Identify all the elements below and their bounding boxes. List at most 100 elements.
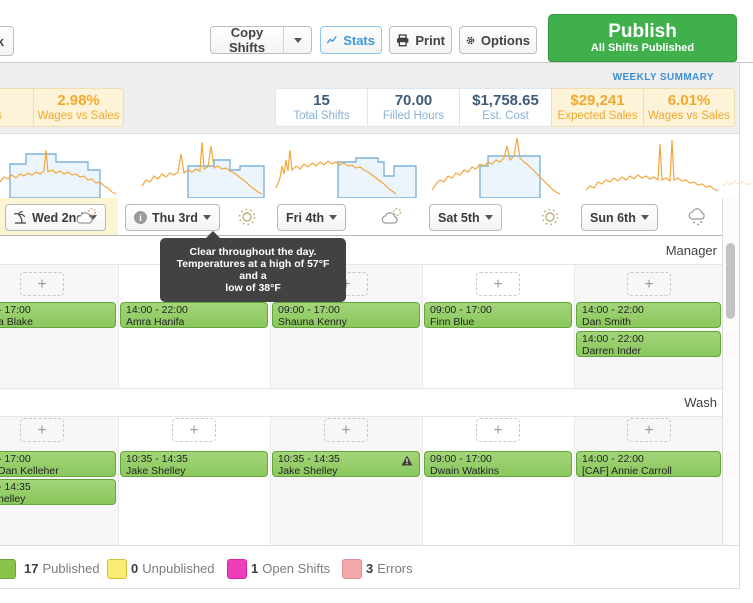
shift-block[interactable]: 14:00 - 22:00 Dan Smith (576, 302, 721, 328)
summary-box-wages-vs-sales: 6.01% Wages vs Sales (643, 88, 735, 127)
day-header-wed: Wed 2nd (0, 198, 119, 236)
sparkline-fri (275, 149, 417, 198)
weather-rainy-icon[interactable] (687, 206, 711, 232)
chevron-down-icon (88, 215, 97, 220)
shift-block[interactable]: 10:35 - 14:35 Jake Shelley (120, 451, 268, 477)
legend-label: Unpublished (142, 561, 215, 576)
summary-label: Expected Sales (557, 110, 638, 122)
shift-time: 14:00 - 22:00 (582, 453, 644, 465)
shift-block[interactable]: 14:00 - 22:00 [CAF] Annie Carroll (576, 451, 721, 477)
day-header-fri: Fri 4th (270, 198, 423, 236)
shift-name: Dan Smith (582, 316, 632, 328)
shift-block[interactable]: - 14:35 helley (0, 479, 116, 505)
stats-chart-icon (327, 36, 337, 44)
toolbar: k Copy Shifts Stats Print (0, 0, 753, 63)
weekly-summary-heading: WEEKLY SUMMARY (612, 72, 714, 83)
group-label: Manager (665, 242, 717, 258)
summary-label: Wages vs Sales (37, 110, 120, 122)
summary-value: 6.01% (667, 92, 711, 109)
shift-time: - 17:00 (0, 453, 31, 465)
group-label: Wash (684, 395, 717, 410)
copy-shifts-label: Copy Shifts (228, 25, 266, 55)
legend-item-errors: 3 Errors (366, 561, 413, 576)
vertical-scrollbar-thumb[interactable] (726, 243, 735, 319)
shift-block[interactable]: 09:00 - 17:00 Dwain Watkins (424, 451, 572, 477)
open-shifts-swatch (227, 559, 247, 579)
summary-box-partial: 0 Sales (0, 88, 34, 127)
weather-partly-cloudy-icon[interactable] (379, 206, 405, 231)
copy-shifts-dropdown-button[interactable] (283, 26, 312, 54)
weather-sunny-icon[interactable] (539, 206, 561, 233)
tooltip-line: low of 38°F (225, 282, 281, 294)
shift-name: Jake Shelley (126, 465, 186, 477)
publish-subtitle: All Shifts Published (590, 42, 695, 54)
holiday-palm-icon (14, 211, 26, 224)
warning-icon (401, 455, 413, 466)
shift-block[interactable]: 09:00 - 17:00 Finn Blue (424, 302, 572, 328)
back-button[interactable]: k (0, 26, 14, 56)
weather-tooltip: Clear throughout the day. Temperatures a… (160, 231, 346, 302)
shift-block[interactable]: - 17:00 a Blake (0, 302, 116, 328)
legend-count: 0 (131, 561, 139, 576)
shift-block[interactable]: 10:35 - 14:35 Jake Shelley (272, 451, 420, 477)
weather-sunny-icon[interactable] (236, 206, 258, 233)
shift-time: - 17:00 (0, 304, 31, 316)
add-shift-button[interactable]: + (324, 418, 368, 442)
shift-block[interactable]: - 17:00 Dan Kelleher (0, 451, 116, 477)
add-shift-button[interactable]: + (172, 418, 216, 442)
tooltip-line: Clear throughout the day. (189, 246, 317, 258)
summary-box-expected-sales: $29,241 Expected Sales (551, 88, 644, 127)
copy-shifts-button[interactable]: Copy Shifts (210, 25, 284, 55)
sparkline-sun (585, 139, 719, 192)
add-shift-button[interactable]: + (476, 418, 520, 442)
day-label: Wed 2nd (32, 210, 84, 225)
printer-icon (396, 33, 409, 46)
summary-label: Wages vs Sales (647, 110, 731, 122)
weather-partly-cloudy-icon[interactable] (74, 206, 100, 231)
day-header-sat: Sat 5th (422, 198, 575, 236)
chevron-down-icon (484, 215, 493, 220)
shift-time: 14:00 - 22:00 (126, 304, 188, 316)
summary-value: 2.98% (57, 92, 100, 109)
sparkline-wed (0, 149, 117, 198)
shift-name: Darren Inder (582, 345, 641, 357)
shift-name: Shauna Kenny (278, 316, 347, 328)
shift-time: 09:00 - 17:00 (430, 453, 492, 465)
shift-block[interactable]: 14:00 - 22:00 Darren Inder (576, 331, 721, 357)
add-shift-button[interactable]: + (627, 272, 671, 296)
shift-block[interactable]: 14:00 - 22:00 Amra Hanifa (120, 302, 268, 328)
errors-swatch (342, 559, 362, 579)
day-dropdown-sat[interactable]: Sat 5th (429, 204, 502, 231)
summary-box-est-cost: $1,758.65 Est. Cost (459, 88, 552, 127)
publish-button[interactable]: Publish All Shifts Published (548, 14, 737, 62)
panel-right-edge (739, 63, 740, 589)
shift-block[interactable]: 09:00 - 17:00 Shauna Kenny (272, 302, 420, 328)
print-label: Print (415, 32, 445, 48)
shift-name: helley (0, 493, 26, 505)
stats-button[interactable]: Stats (320, 26, 382, 54)
sparkline-thu (141, 141, 265, 198)
day-dropdown-thu[interactable]: i Thu 3rd (125, 204, 220, 231)
summary-box-total-shifts: 15 Total Shifts (275, 88, 368, 127)
day-label: Sun 6th (590, 210, 636, 225)
print-button[interactable]: Print (389, 26, 452, 54)
add-shift-button[interactable]: + (476, 272, 520, 296)
day-header-sun: Sun 6th (574, 198, 723, 236)
add-shift-button[interactable]: + (20, 272, 64, 296)
shift-time: 10:35 - 14:35 (126, 453, 188, 465)
vertical-scrollbar-track[interactable] (722, 198, 740, 545)
day-label: Fri 4th (286, 210, 325, 225)
shift-time: 10:35 - 14:35 (278, 453, 340, 465)
shift-name: Jake Shelley (278, 465, 338, 477)
legend-label: Open Shifts (262, 561, 331, 576)
day-dropdown-fri[interactable]: Fri 4th (277, 204, 347, 231)
add-shift-button[interactable]: + (627, 418, 671, 442)
add-shift-button[interactable]: + (20, 418, 64, 442)
options-button[interactable]: Options (459, 26, 537, 54)
day-dropdown-sun[interactable]: Sun 6th (581, 204, 658, 231)
shift-time: 09:00 - 17:00 (278, 304, 340, 316)
day-label: Thu 3rd (152, 210, 198, 225)
shift-name: Dwain Watkins (430, 465, 500, 477)
publish-title: Publish (608, 21, 677, 42)
